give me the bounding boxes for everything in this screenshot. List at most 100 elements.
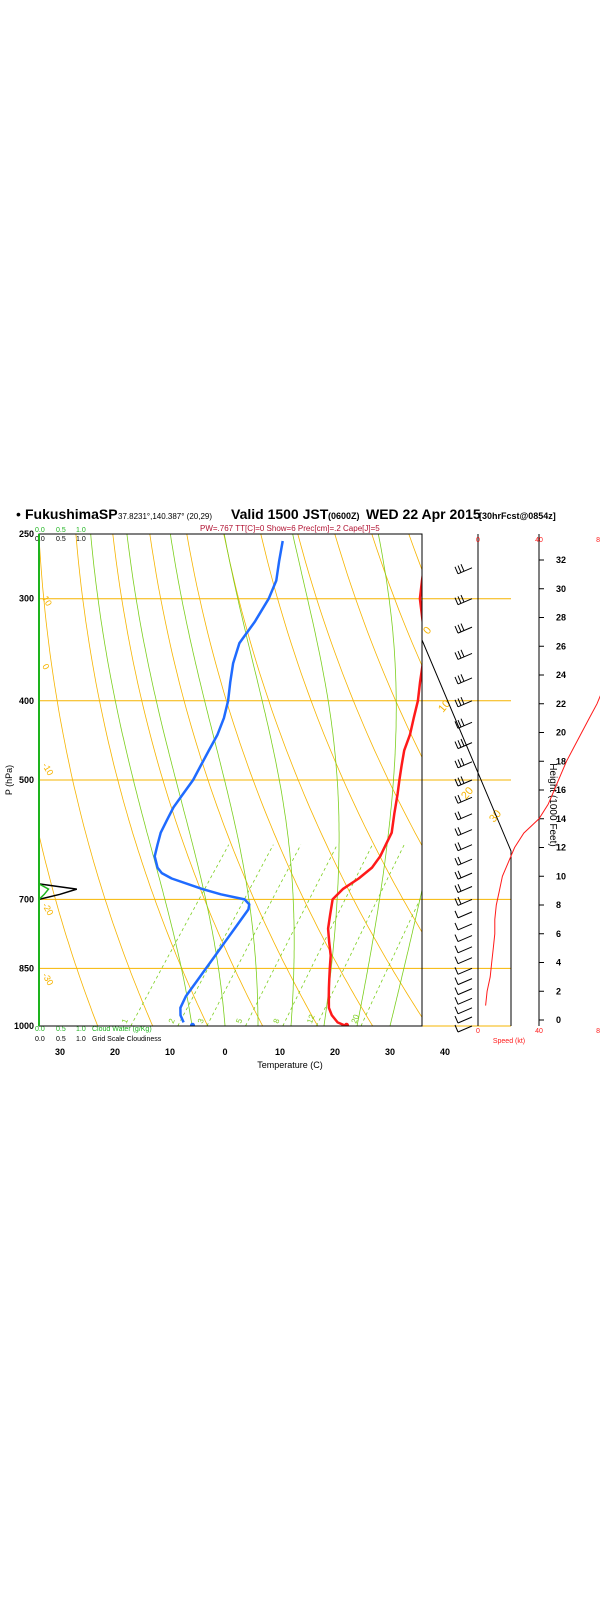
wind-barb-staff <box>457 957 473 965</box>
wind-barb-staff <box>457 677 473 685</box>
wind-barb <box>454 623 473 634</box>
dewpoint-surface-point <box>190 1022 196 1026</box>
wind-barb <box>454 956 473 965</box>
mixing-ratio-line <box>360 894 422 1026</box>
wind-barb-feather <box>454 676 459 685</box>
temperature-surface-point <box>344 1022 350 1026</box>
wind-barb-feather <box>460 623 465 631</box>
wind-barb-feather <box>457 870 462 879</box>
wind-barb-feather <box>460 697 465 705</box>
wind-barb-feather <box>460 718 465 726</box>
wind-barb <box>454 594 473 606</box>
height-tick-label: 26 <box>556 641 566 651</box>
wind-barb-feather <box>457 596 462 604</box>
wind-barb-feather <box>454 625 459 634</box>
wind-barb-feather <box>457 650 462 659</box>
wind-barb-staff <box>457 567 473 575</box>
speed-tick-top: 80 <box>596 537 600 544</box>
sounding-lines <box>153 540 422 1026</box>
wind-barb-staff <box>457 886 473 893</box>
wind-barb-feather <box>460 776 465 784</box>
wind-barb <box>454 827 473 837</box>
wind-barb-feather <box>454 997 459 1005</box>
wind-barb-feather <box>454 922 459 931</box>
temp-tick--10: 10 <box>165 1047 175 1057</box>
height-tick-label: 32 <box>556 555 566 565</box>
wind-barb <box>454 934 473 942</box>
dry-adiabat <box>186 534 374 1026</box>
height-tick-label: 6 <box>556 929 561 939</box>
height-tick-label: 22 <box>556 699 566 709</box>
wind-barb-staff <box>457 858 473 866</box>
pressure-tick-500: 500 <box>19 775 34 785</box>
wind-barb-feather <box>454 760 459 768</box>
wind-barb <box>454 945 473 954</box>
wind-barb-feather <box>454 987 459 995</box>
height-tick-label: 28 <box>556 613 566 623</box>
cloud-tick-green-1: 0.5 <box>56 527 66 534</box>
moist-adiabat <box>170 534 259 1026</box>
mixing-ratio-label: 5 <box>234 1017 244 1025</box>
height-tick-label: 4 <box>556 958 561 968</box>
speed-ticks-top: 04080120 <box>476 537 600 544</box>
wind-barb-feather <box>454 1015 459 1024</box>
wind-barb-feather <box>457 777 462 785</box>
wind-barb <box>454 842 473 852</box>
wind-barb-feather <box>457 794 462 803</box>
wind-barb <box>454 1006 473 1015</box>
dry-adiabat <box>594 534 600 1026</box>
wind-barb <box>454 987 473 996</box>
wind-barb-staff <box>457 742 473 750</box>
wind-barb-feather <box>454 857 459 866</box>
wind-barb-feather <box>454 597 459 605</box>
wind-barb-staff <box>457 946 473 954</box>
wind-barb <box>454 922 473 931</box>
wind-barb <box>454 1024 473 1033</box>
wind-barb-feather <box>454 967 459 975</box>
wind-barb-feather <box>454 778 459 787</box>
wind-barb-feather <box>457 856 462 865</box>
height-tick-label: 16 <box>556 785 566 795</box>
dry-adiabat <box>297 534 422 847</box>
wind-barb-feather <box>454 699 459 708</box>
station-name: FukushimaSP <box>25 506 118 522</box>
wind-barb-staff <box>457 988 473 996</box>
dry-adiabat <box>75 534 209 1026</box>
cloud-btick-green-1: 0.5 <box>56 1026 66 1033</box>
height-tick-label: 2 <box>556 986 561 996</box>
wind-barb <box>454 757 473 769</box>
speed-tick-bottom: 40 <box>535 1028 543 1035</box>
valid-time: Valid 1500 JST <box>231 506 329 522</box>
moist-adiabat-label: 0 <box>421 625 434 637</box>
wind-barb-feather <box>454 741 459 749</box>
wind-barb-feather <box>454 796 459 804</box>
dry-adiabat <box>223 534 422 1018</box>
wind-barb-staff <box>457 813 473 821</box>
temp-tick--30: 30 <box>55 1047 65 1057</box>
wind-barb-feather <box>457 719 462 728</box>
temp-tick-40: 40 <box>440 1047 450 1057</box>
wind-barb <box>454 776 473 787</box>
wind-barb-staff <box>457 898 473 906</box>
wind-barb <box>454 870 473 880</box>
wind-barb-feather <box>457 698 462 706</box>
wind-barb-feather <box>460 757 465 766</box>
wind-barb-staff <box>457 1007 473 1015</box>
wind-speed-profile <box>485 695 600 1006</box>
cloud-tick-green-2: 1.0 <box>76 527 86 534</box>
wind-barb-feather <box>454 1006 459 1014</box>
wind-barb-staff <box>457 1016 473 1024</box>
wind-barb <box>454 718 473 729</box>
wind-barb-staff <box>457 626 473 634</box>
temp-tick-20: 20 <box>330 1047 340 1057</box>
wind-barb-feather <box>457 842 462 850</box>
wind-barb-feather <box>454 812 459 821</box>
mixing-ratio-label: 8 <box>272 1017 282 1025</box>
speed-tick-top: 40 <box>535 537 543 544</box>
thermo-background <box>39 534 600 1026</box>
wind-barb-feather <box>460 564 465 572</box>
pressure-tick-300: 300 <box>19 594 34 604</box>
cloud-water-label: Cloud Water (g/Kg) <box>92 1026 152 1033</box>
wind-barb-feather <box>454 1024 459 1033</box>
